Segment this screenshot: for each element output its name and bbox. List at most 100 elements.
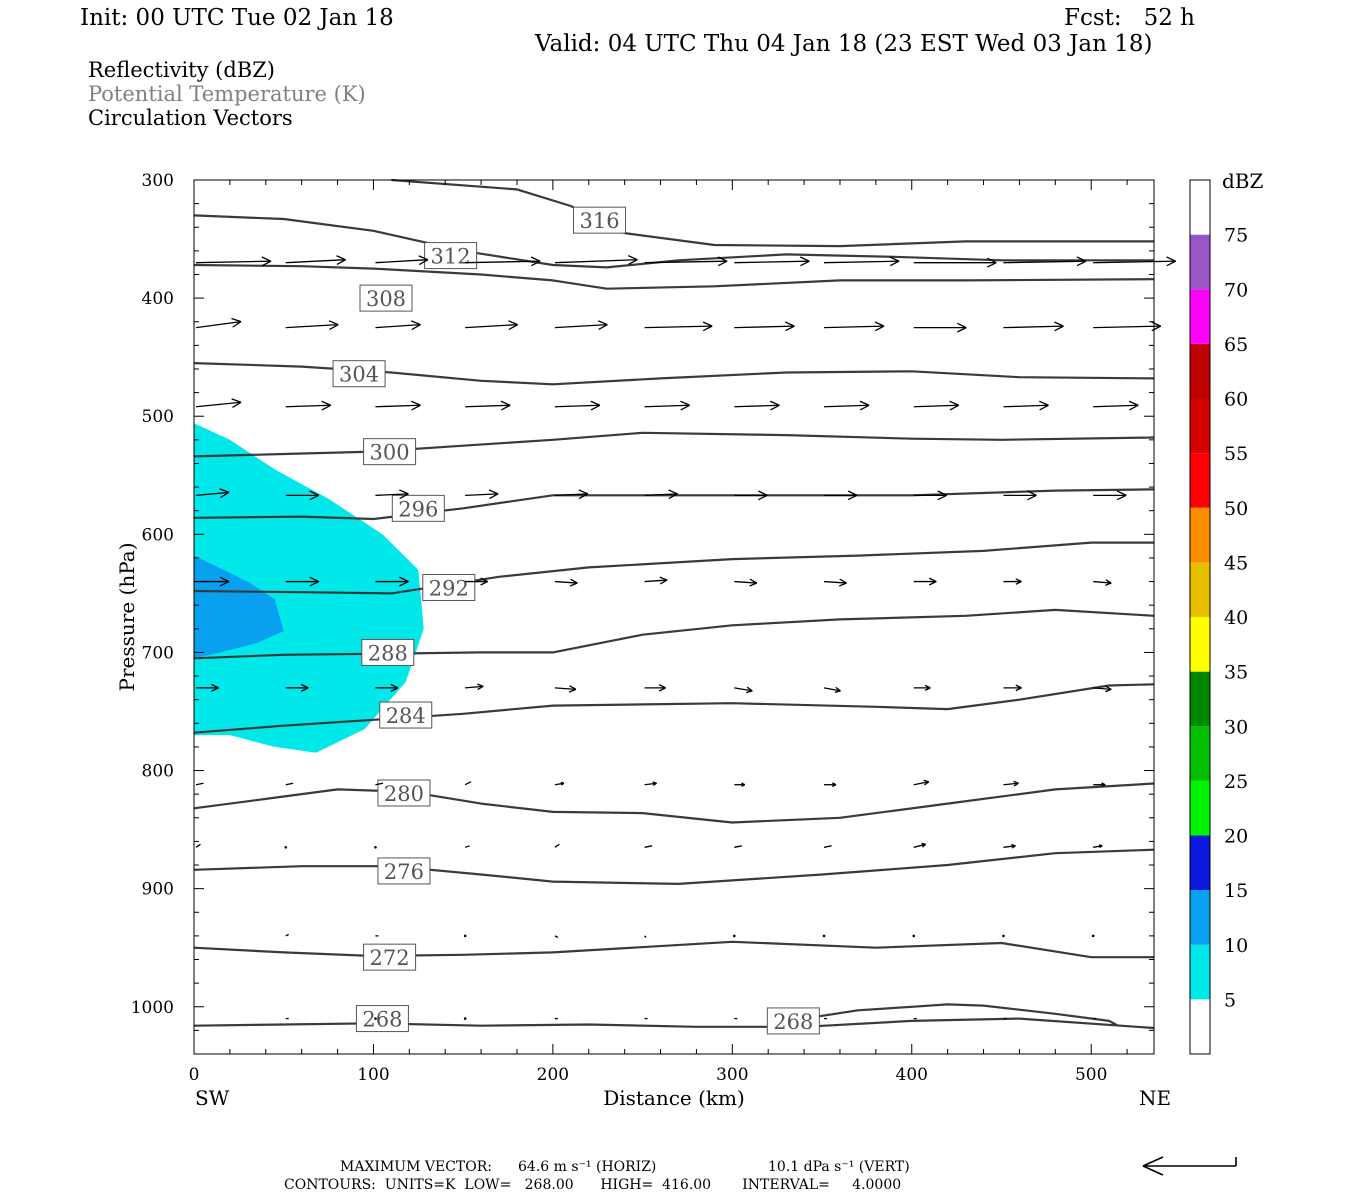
circulation-vector (554, 685, 577, 693)
circulation-vector (375, 400, 421, 411)
theta-contour-292 (193, 541, 1154, 595)
circulation-vector (554, 578, 578, 587)
circulation-vector (554, 320, 608, 331)
circulation-vector (913, 577, 937, 586)
colorbar-label: 25 (1224, 771, 1248, 793)
circulation-vector (465, 489, 499, 500)
circulation-vector (644, 400, 690, 411)
circulation-vector (733, 934, 736, 938)
circulation-vector (1002, 934, 1005, 938)
circulation-vector (824, 782, 837, 788)
circulation-vector (1003, 490, 1037, 501)
init-time: Init: 00 UTC Tue 02 Jan 18 (80, 5, 394, 31)
colorbar-label: 65 (1224, 334, 1248, 356)
y-tick-label: 600 (142, 525, 174, 545)
theta-contour-284 (193, 683, 1155, 734)
circulation-vector (1093, 844, 1103, 849)
circulation-vector (554, 781, 565, 786)
circulation-vectors (195, 255, 1176, 1020)
circulation-vector (196, 683, 219, 692)
contour-label-312: 312 (424, 242, 478, 270)
contour-label-308: 308 (359, 284, 413, 312)
circulation-vector (734, 686, 753, 694)
circulation-vector (554, 489, 589, 500)
circulation-vector (285, 782, 294, 786)
contour-label-304: 304 (332, 360, 386, 388)
circulation-vector (734, 321, 795, 332)
circulation-vector (824, 490, 858, 501)
circulation-vector (375, 489, 409, 500)
circulation-vector (913, 684, 931, 691)
y-tick-label: 300 (142, 171, 174, 191)
svg-text:312: 312 (431, 245, 471, 269)
field-theta: Potential Temperature (K) (88, 82, 366, 106)
circulation-vector (1093, 490, 1127, 501)
circulation-vector (1093, 321, 1161, 332)
colorbar-frame (1189, 179, 1211, 1055)
svg-text:300: 300 (370, 441, 410, 465)
circulation-vector (285, 400, 332, 411)
colorbar-segment (1190, 726, 1210, 781)
circulation-vector (734, 578, 758, 587)
reflectivity-area-5dbz (194, 423, 424, 753)
circulation-vector (644, 845, 653, 848)
circulation-vector (465, 683, 484, 691)
theta-contour-296 (193, 488, 1155, 521)
colorbar-segment (1190, 507, 1210, 563)
x-tick-label: 500 (1075, 1065, 1107, 1085)
circulation-vector (824, 321, 885, 332)
circulation-vector (284, 846, 288, 849)
circulation-vector (644, 256, 728, 267)
circulation-vector (823, 578, 847, 587)
colorbar-segment (1190, 780, 1210, 836)
y-axis-title: Pressure (hPa) (115, 543, 139, 692)
circulation-vector (822, 934, 826, 938)
svg-text:280: 280 (384, 782, 424, 806)
theta-contours: 316 312 308 304 300 296 292 288 284 280 276 272 268 2… (193, 178, 1155, 1035)
theta-contour-288 (193, 608, 1155, 660)
colorbar-segment (1190, 671, 1210, 727)
circulation-vector (463, 1017, 467, 1020)
circulation-vector (554, 843, 560, 848)
theta-contour-316 (391, 178, 1154, 248)
circulation-vector (1003, 578, 1022, 585)
circulation-vector (913, 490, 948, 501)
circulation-vector (374, 846, 377, 849)
svg-text:276: 276 (384, 860, 424, 884)
contour-label-288: 288 (361, 638, 415, 666)
colorbar-segment (1190, 343, 1210, 399)
colorbar: 5 10 15 20 25 30 35 40 45 50 55 60 65 70 75 (1189, 179, 1248, 1055)
circulation-vector (1093, 782, 1106, 788)
colorbar-segment (1190, 234, 1210, 290)
circulation-vector (375, 320, 421, 331)
circulation-vector (554, 935, 559, 938)
circulation-vector (285, 683, 309, 692)
axes: 0 100 200 300 400 500 300 400 500 600 700 800 900 100… (131, 171, 1154, 1085)
circulation-vector (1093, 579, 1112, 586)
circulation-vector (465, 400, 511, 411)
theta-contour-272 (193, 940, 1154, 959)
y-tick-label: 800 (142, 762, 174, 782)
svg-text:284: 284 (386, 704, 426, 728)
contour-info: CONTOURS: UNITS=K LOW= 268.00 HIGH= 416.… (284, 1177, 902, 1193)
field-vectors: Circulation Vectors (88, 106, 293, 130)
colorbar-label: 5 (1224, 989, 1236, 1011)
colorbar-segment (1190, 453, 1210, 508)
colorbar-label: 30 (1224, 716, 1248, 738)
circulation-vector (824, 256, 900, 267)
circulation-vector (465, 256, 541, 267)
svg-text:268: 268 (362, 1008, 402, 1032)
colorbar-segment (1190, 617, 1210, 672)
svg-text:292: 292 (429, 576, 469, 600)
circulation-vector (285, 255, 347, 266)
contour-label-284: 284 (379, 701, 433, 729)
svg-text:316: 316 (579, 209, 619, 233)
colorbar-segment (1190, 944, 1210, 1000)
y-tick-label: 500 (142, 407, 174, 427)
svg-text:272: 272 (370, 946, 410, 970)
circulation-vector (1093, 685, 1112, 693)
circulation-vector (195, 317, 242, 329)
circulation-vector (734, 400, 780, 411)
colorbar-segment (1190, 289, 1210, 344)
circulation-vector (195, 256, 272, 267)
